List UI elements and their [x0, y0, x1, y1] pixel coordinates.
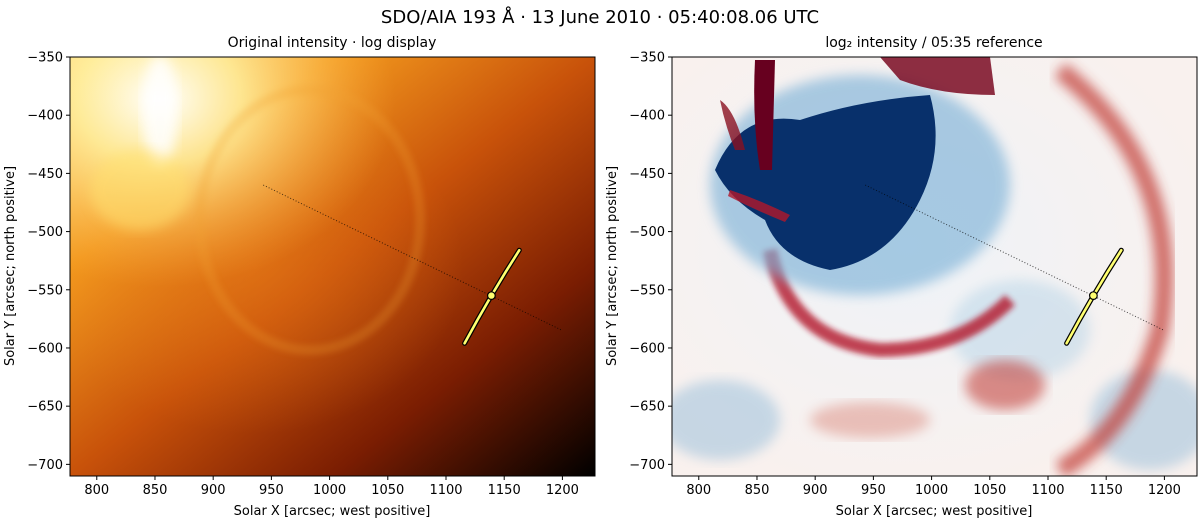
point-marker	[486, 291, 496, 300]
plot-frame	[671, 56, 1198, 477]
y-tick-label: −400	[27, 109, 63, 124]
y-tick-label: −500	[27, 225, 63, 240]
x-tick-label: 1050	[973, 483, 1006, 498]
profile-overlay	[865, 184, 1165, 346]
axis-ticks: 800 850 900 950 1000 1050 1100 1150 1200 −350 −400…	[629, 51, 1181, 499]
y-tick-label: −550	[629, 283, 665, 298]
heatmap-image	[70, 57, 595, 476]
panel-ratio: log₂ intensity / 05:35 reference	[605, 35, 1198, 519]
x-tick-label: 950	[259, 483, 284, 498]
y-tick-label: −450	[629, 167, 665, 182]
profile-overlay	[263, 184, 563, 346]
panel-title: Original intensity · log display	[228, 35, 437, 51]
x-tick-label: 900	[803, 483, 828, 498]
point-marker	[1088, 291, 1098, 300]
y-tick-label: −650	[629, 400, 665, 415]
x-axis-label: Solar X [arcsec; west positive]	[234, 504, 431, 519]
y-axis-label: Solar Y [arcsec; north positive]	[605, 166, 620, 366]
x-tick-label: 950	[861, 483, 886, 498]
axis-ticks: 800 850 900 950 1000 1050 1100 1150 1200 −350 −400…	[27, 51, 579, 499]
x-tick-label: 1100	[1031, 483, 1064, 498]
plot-frame	[69, 56, 596, 477]
figure-title: SDO/AIA 193 Å · 13 June 2010 · 05:40:08.…	[381, 6, 819, 28]
x-tick-label: 850	[745, 483, 770, 498]
x-tick-label: 800	[84, 483, 109, 498]
y-tick-label: −350	[629, 51, 665, 66]
x-tick-label: 1200	[546, 483, 579, 498]
x-tick-label: 800	[686, 483, 711, 498]
x-axis-label: Solar X [arcsec; west positive]	[836, 504, 1033, 519]
x-tick-label: 1000	[313, 483, 346, 498]
panel-title: log₂ intensity / 05:35 reference	[825, 35, 1042, 51]
x-tick-label: 1150	[1090, 483, 1123, 498]
x-tick-label: 850	[143, 483, 168, 498]
y-tick-label: −550	[27, 283, 63, 298]
heatmap-image	[672, 57, 1197, 476]
x-tick-label: 1100	[429, 483, 462, 498]
y-tick-label: −700	[27, 458, 63, 473]
x-tick-label: 1200	[1148, 483, 1181, 498]
y-tick-label: −600	[629, 341, 665, 356]
y-tick-label: −700	[629, 458, 665, 473]
x-tick-label: 900	[201, 483, 226, 498]
x-tick-label: 1050	[371, 483, 404, 498]
y-tick-label: −650	[27, 400, 63, 415]
y-axis-label: Solar Y [arcsec; north positive]	[3, 166, 18, 366]
x-tick-label: 1150	[488, 483, 521, 498]
panel-original: Original intensity · log display 800 850 9…	[3, 35, 596, 519]
y-tick-label: −450	[27, 167, 63, 182]
y-tick-label: −500	[629, 225, 665, 240]
y-tick-label: −600	[27, 341, 63, 356]
x-tick-label: 1000	[915, 483, 948, 498]
y-tick-label: −350	[27, 51, 63, 66]
y-tick-label: −400	[629, 109, 665, 124]
